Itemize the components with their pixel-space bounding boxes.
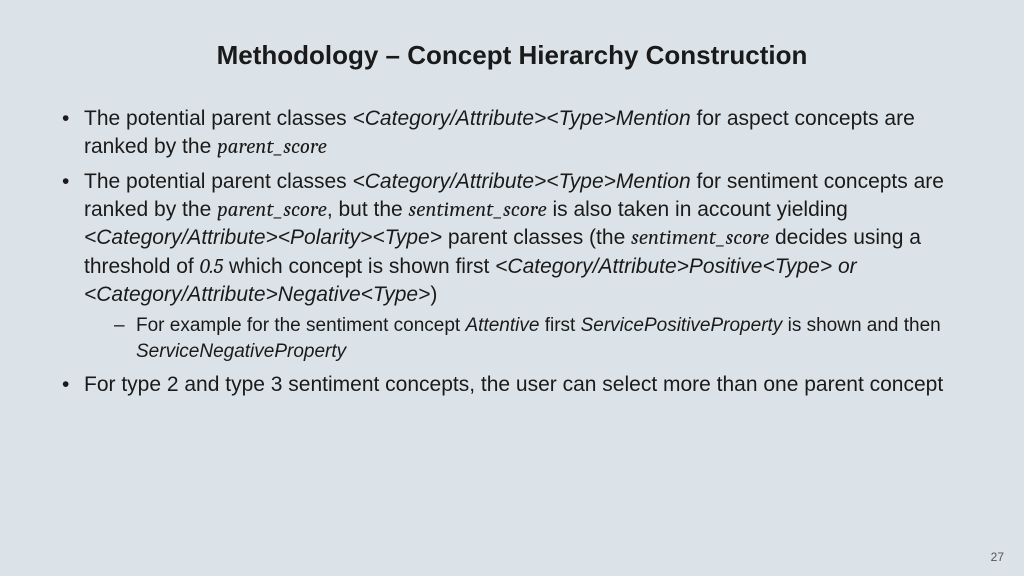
bullet-item: The potential parent classes <Category/A…	[58, 168, 966, 365]
sub-bullet-list: For example for the sentiment concept At…	[84, 313, 966, 364]
sub-bullet-item: For example for the sentiment concept At…	[84, 313, 966, 364]
text-italic: ServiceNegativeProperty	[136, 341, 346, 362]
math-num: 0.5	[200, 255, 224, 279]
text: For example for the sentiment concept	[136, 315, 466, 336]
text: , but the	[327, 198, 409, 221]
math-var: sentiment_score	[631, 226, 769, 250]
text: The potential parent classes	[84, 170, 353, 193]
text: which concept is shown first	[223, 255, 495, 278]
math-var: sentiment_score	[409, 198, 547, 222]
math-var: parent_score	[217, 198, 327, 222]
text: For type 2 and type 3 sentiment concepts…	[84, 373, 943, 396]
text: The potential parent classes	[84, 107, 353, 130]
slide: Methodology – Concept Hierarchy Construc…	[0, 0, 1024, 576]
page-number: 27	[991, 550, 1004, 564]
text: )	[430, 283, 437, 306]
text: parent classes (the	[442, 226, 631, 249]
text-italic: <Category/Attribute><Polarity><Type>	[84, 226, 442, 249]
math-var: parent_score	[217, 135, 327, 159]
text-italic: <Category/Attribute><Type>Mention	[353, 170, 691, 193]
bullet-item: For type 2 and type 3 sentiment concepts…	[58, 371, 966, 399]
bullet-item: The potential parent classes <Category/A…	[58, 105, 966, 162]
text-italic: ServicePositiveProperty	[581, 315, 783, 336]
text-italic: Attentive	[466, 315, 540, 336]
text: is also taken in account yielding	[547, 198, 848, 221]
text-italic: <Category/Attribute><Type>Mention	[353, 107, 691, 130]
text: is shown and then	[782, 315, 940, 336]
slide-title: Methodology – Concept Hierarchy Construc…	[58, 40, 966, 71]
bullet-list: The potential parent classes <Category/A…	[58, 105, 966, 399]
text: first	[539, 315, 580, 336]
